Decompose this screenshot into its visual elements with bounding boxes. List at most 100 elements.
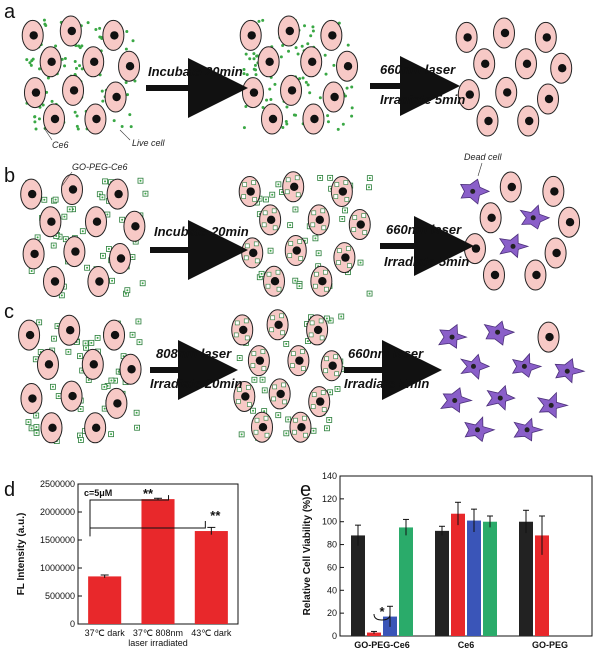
panel-c-cells-before [18, 314, 143, 445]
ce6-dot [104, 180, 107, 183]
panel-a-cells-before [21, 15, 141, 135]
nucleus [452, 398, 458, 404]
ce6-dot [323, 53, 327, 57]
ce6-dot [248, 57, 252, 61]
ce6-dot [329, 391, 332, 394]
ce6-dot [312, 429, 315, 432]
internalized-particle [271, 208, 277, 214]
nucleus [495, 329, 501, 335]
ce6-dot [94, 27, 98, 31]
internalized-particle [281, 382, 286, 388]
ce6-dot [346, 43, 350, 47]
ce6-dot [103, 407, 106, 410]
internalized-particle [244, 335, 250, 341]
panel-c-arrow1-label-1: 808nm laser [156, 346, 232, 361]
ce6-dot [81, 230, 84, 233]
ce6-dot [68, 208, 71, 211]
ce6-dot [336, 387, 339, 390]
ce6-dot [121, 218, 124, 221]
ce6-dot [242, 68, 246, 72]
ce6-dot [124, 81, 128, 85]
internalized-particle [236, 399, 241, 404]
internalized-particle [234, 320, 240, 326]
nucleus [90, 57, 99, 66]
ce6-dot [34, 358, 37, 361]
y-axis-title: Relative Cell Viability (%) [302, 497, 313, 616]
nucleus [503, 88, 512, 97]
ce6-dot [263, 389, 266, 392]
ce6-dot [304, 80, 308, 84]
ce6-dot [78, 355, 81, 358]
ce6-dot [141, 282, 144, 285]
nucleus [50, 277, 60, 286]
nucleus [44, 360, 54, 369]
label-go-peg-ce6: GO-PEG-Ce6 [72, 162, 128, 172]
nucleus [127, 365, 136, 374]
internalized-particle [313, 283, 318, 289]
nucleus [475, 427, 480, 433]
nucleus [297, 423, 306, 432]
ce6-dot [300, 44, 304, 48]
nucleus [487, 213, 496, 222]
label-ce6: Ce6 [52, 140, 69, 150]
x-tick-label: GO-PEG-Ce6 [354, 640, 410, 650]
nucleus [521, 363, 527, 369]
panel-b-letter: b [4, 165, 15, 187]
internalized-particle [282, 399, 287, 405]
ce6-dot [284, 119, 288, 123]
y-tick-label: 140 [322, 471, 337, 481]
nucleus [292, 246, 301, 255]
ce6-dot [343, 94, 347, 98]
nucleus [343, 61, 353, 71]
internalized-particle [271, 396, 276, 402]
ce6-dot [78, 46, 82, 50]
y-tick-label: 2500000 [40, 479, 75, 489]
dead-cell [511, 352, 543, 378]
ce6-dot [34, 127, 38, 131]
internalized-particle [333, 194, 339, 199]
ce6-dot [51, 385, 54, 388]
ce6-dot [67, 350, 70, 353]
ce6-dot [340, 315, 343, 318]
internalized-particle [295, 192, 301, 198]
ce6-dot [73, 110, 77, 114]
ce6-dot [64, 238, 67, 241]
internalized-particle [298, 256, 304, 261]
ce6-dot [110, 379, 113, 382]
internalized-particle [261, 366, 267, 371]
ce6-dot [79, 407, 82, 410]
ce6-dot [329, 176, 332, 179]
panel-b-cells-after [460, 171, 581, 291]
ce6-dot [30, 427, 33, 430]
panel-e-letter: e [300, 479, 311, 501]
bar [519, 521, 533, 636]
ce6-dot [281, 191, 284, 194]
bar [451, 513, 465, 636]
nucleus [544, 94, 554, 104]
nucleus [113, 399, 122, 408]
y-tick-label: 100 [322, 517, 337, 527]
nucleus [110, 31, 119, 40]
y-tick-label: 60 [327, 562, 337, 572]
chart-annotation: c=5μM [84, 488, 112, 498]
internalized-particle [320, 208, 326, 214]
ce6-dot [52, 337, 55, 340]
ce6-dot [120, 125, 124, 129]
nucleus [484, 116, 493, 126]
nucleus [490, 270, 500, 280]
ce6-dot [78, 434, 81, 437]
internalized-particle [361, 213, 367, 218]
nucleus [247, 31, 256, 40]
nucleus [266, 215, 276, 225]
ce6-dot [63, 57, 67, 61]
panel-a-arrow1-label: Incubate 20min [148, 64, 243, 79]
internalized-particle [280, 330, 285, 336]
nucleus [548, 402, 554, 408]
ce6-dot [27, 421, 30, 424]
x-tick-label: 37℃ dark [85, 628, 126, 638]
ce6-dot [314, 237, 317, 240]
internalized-particle [321, 225, 327, 231]
internalized-particle [291, 351, 296, 356]
ce6-dot [329, 319, 332, 322]
